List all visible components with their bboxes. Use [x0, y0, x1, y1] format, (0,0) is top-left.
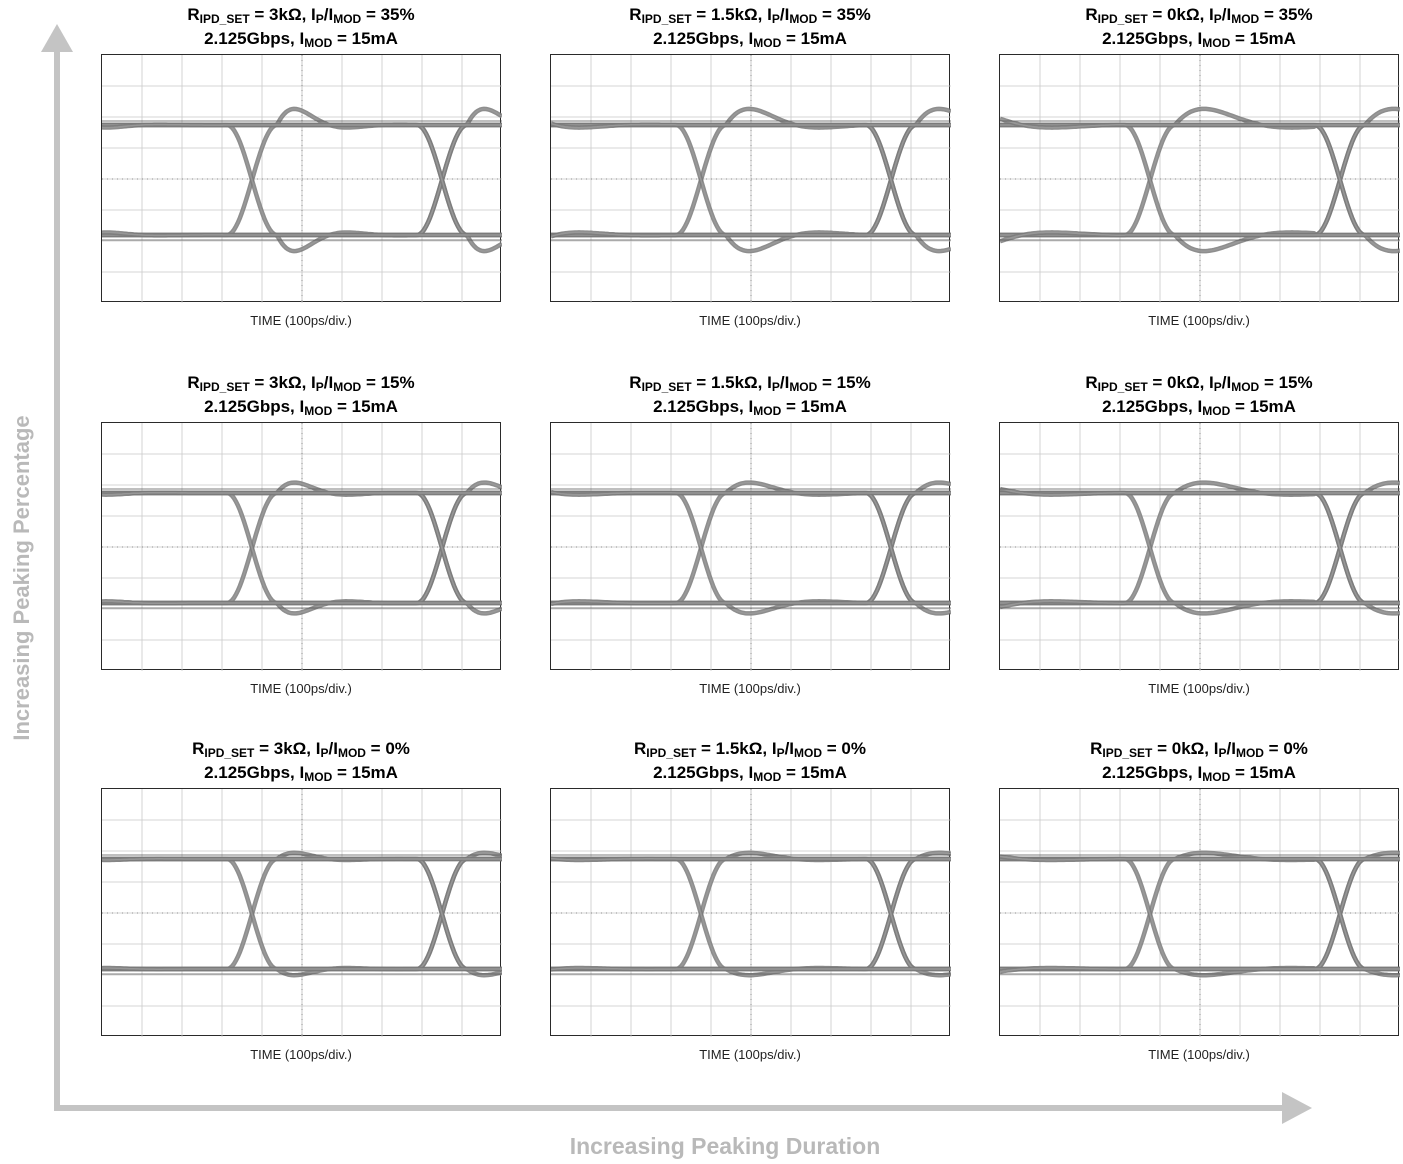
eye-diagram-svg	[1000, 55, 1400, 303]
panel-title-line1: RIPD_SET = 1.5kΩ, IP/IMOD = 15%	[629, 373, 871, 394]
eye-diagram-svg	[102, 423, 502, 671]
eye-trace-highlight	[551, 967, 951, 971]
panel-title-line2: 2.125Gbps, IMOD = 15mA	[204, 397, 398, 418]
eye-trace-highlight	[551, 491, 951, 496]
eye-panel: RIPD_SET = 3kΩ, IP/IMOD = 35% 2.125Gbps, …	[101, 0, 502, 350]
eye-trace-highlight	[551, 122, 951, 129]
eye-trace-highlight	[102, 858, 502, 861]
eye-diagram-plot	[999, 54, 1400, 303]
panel-title-line2: 2.125Gbps, IMOD = 15mA	[204, 763, 398, 784]
eye-trace-highlight	[1000, 488, 1400, 496]
eye-diagram-svg	[551, 789, 951, 1037]
panel-x-axis-label: TIME (100ps/div.)	[250, 681, 352, 696]
panel-title-line1: RIPD_SET = 3kΩ, IP/IMOD = 15%	[187, 373, 415, 394]
eye-diagram-svg	[551, 55, 951, 303]
eye-diagram-plot	[550, 422, 951, 671]
eye-trace-highlight	[1000, 117, 1400, 129]
eye-diagram-plot	[101, 54, 502, 303]
horizontal-axis-arrowhead	[1282, 1092, 1312, 1124]
panel-x-axis-label: TIME (100ps/div.)	[250, 1047, 352, 1062]
panel-title-line1: RIPD_SET = 1.5kΩ, IP/IMOD = 0%	[634, 739, 866, 760]
eye-panel: RIPD_SET = 1.5kΩ, IP/IMOD = 35% 2.125Gbps…	[550, 0, 951, 350]
eye-panel: RIPD_SET = 0kΩ, IP/IMOD = 15% 2.125Gbps, …	[999, 368, 1400, 718]
eye-panel: RIPD_SET = 3kΩ, IP/IMOD = 15% 2.125Gbps, …	[101, 368, 502, 718]
eye-diagram-svg	[1000, 789, 1400, 1037]
eye-diagram-svg	[102, 789, 502, 1037]
eye-diagram-svg	[1000, 423, 1400, 671]
panel-x-axis-label: TIME (100ps/div.)	[699, 313, 801, 328]
panel-title-line2: 2.125Gbps, IMOD = 15mA	[653, 397, 847, 418]
eye-panel: RIPD_SET = 1.5kΩ, IP/IMOD = 15% 2.125Gbps…	[550, 368, 951, 718]
panel-x-axis-label: TIME (100ps/div.)	[699, 681, 801, 696]
eye-trace-highlight	[1000, 855, 1400, 861]
panel-title-line1: RIPD_SET = 1.5kΩ, IP/IMOD = 35%	[629, 5, 871, 26]
panel-title-line2: 2.125Gbps, IMOD = 15mA	[1102, 763, 1296, 784]
eye-trace-highlight	[102, 600, 502, 605]
eye-trace-highlight	[102, 967, 502, 970]
eye-diagram-plot	[550, 788, 951, 1037]
panel-x-axis-label: TIME (100ps/div.)	[1148, 1047, 1250, 1062]
eye-diagram-plot	[101, 788, 502, 1037]
eye-panel: RIPD_SET = 0kΩ, IP/IMOD = 35% 2.125Gbps, …	[999, 0, 1400, 350]
panel-x-axis-label: TIME (100ps/div.)	[1148, 313, 1250, 328]
panel-x-axis-label: TIME (100ps/div.)	[1148, 681, 1250, 696]
vertical-axis-arrowhead	[41, 24, 73, 52]
eye-trace-highlight	[102, 231, 502, 237]
eye-trace-highlight	[102, 123, 502, 129]
eye-trace-highlight	[551, 857, 951, 861]
eye-trace-highlight	[102, 491, 502, 496]
eye-diagram-svg	[551, 423, 951, 671]
eye-diagram-plot	[101, 422, 502, 671]
eye-diagram-svg	[102, 55, 502, 303]
panel-x-axis-label: TIME (100ps/div.)	[250, 313, 352, 328]
panel-title-line2: 2.125Gbps, IMOD = 15mA	[653, 763, 847, 784]
eye-panel: RIPD_SET = 0kΩ, IP/IMOD = 0% 2.125Gbps, I…	[999, 734, 1400, 1084]
eye-panel: RIPD_SET = 1.5kΩ, IP/IMOD = 0% 2.125Gbps,…	[550, 734, 951, 1084]
eye-trace-highlight	[1000, 600, 1400, 608]
panel-title-line1: RIPD_SET = 0kΩ, IP/IMOD = 35%	[1085, 5, 1313, 26]
panel-title-line2: 2.125Gbps, IMOD = 15mA	[653, 29, 847, 50]
panel-title-line1: RIPD_SET = 3kΩ, IP/IMOD = 35%	[187, 5, 415, 26]
eye-trace-highlight	[551, 231, 951, 238]
eye-diagram-plot	[999, 422, 1400, 671]
eye-panel: RIPD_SET = 3kΩ, IP/IMOD = 0% 2.125Gbps, I…	[101, 734, 502, 1084]
eye-diagram-plot	[550, 54, 951, 303]
panel-title-line1: RIPD_SET = 0kΩ, IP/IMOD = 0%	[1090, 739, 1308, 760]
panel-x-axis-label: TIME (100ps/div.)	[699, 1047, 801, 1062]
panel-title-line2: 2.125Gbps, IMOD = 15mA	[1102, 397, 1296, 418]
panel-title-line2: 2.125Gbps, IMOD = 15mA	[1102, 29, 1296, 50]
x-axis-label: Increasing Peaking Duration	[569, 1133, 881, 1159]
panel-title-line1: RIPD_SET = 0kΩ, IP/IMOD = 15%	[1085, 373, 1313, 394]
eye-trace-highlight	[1000, 967, 1400, 973]
panel-title-line2: 2.125Gbps, IMOD = 15mA	[204, 29, 398, 50]
eye-trace-highlight	[1000, 231, 1400, 243]
eye-diagram-plot	[999, 788, 1400, 1037]
panel-title-line1: RIPD_SET = 3kΩ, IP/IMOD = 0%	[192, 739, 410, 760]
eye-trace-highlight	[551, 600, 951, 605]
